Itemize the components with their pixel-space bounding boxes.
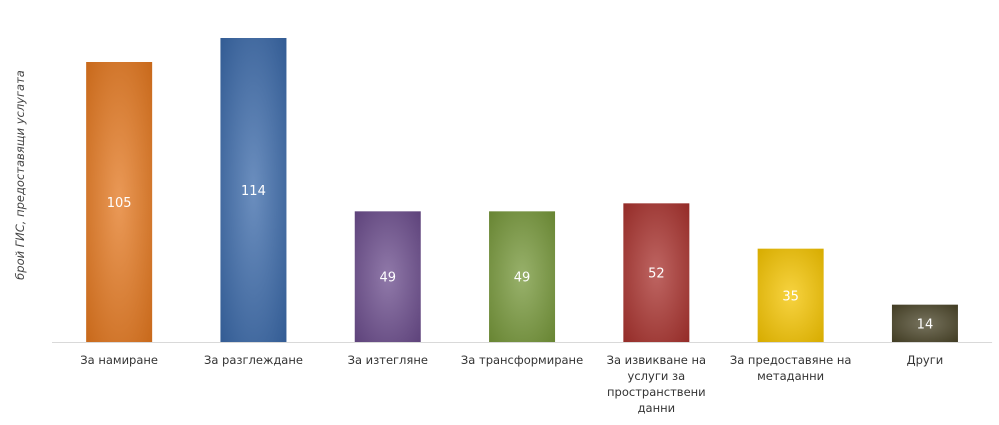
bar-1 <box>86 62 153 342</box>
data-label-3: 49 <box>379 271 396 286</box>
data-label-1: 105 <box>107 196 132 211</box>
bar-7 <box>891 304 958 342</box>
data-label-7: 14 <box>917 317 934 332</box>
bar-2 <box>220 38 287 342</box>
bar-4 <box>489 211 556 342</box>
x-tick-label-3: За изтегляне <box>347 353 428 367</box>
x-tick-label-7: Други <box>906 353 944 367</box>
x-tick-label-4: За трансформиране <box>460 353 584 367</box>
data-label-6: 35 <box>782 289 799 304</box>
x-tick-label-5: За извикване на услуги за пространствени… <box>606 353 707 415</box>
x-tick-label-6: За предоставяне на метаданни <box>729 353 852 383</box>
bar-5 <box>623 203 690 342</box>
bar-6 <box>757 248 824 342</box>
data-label-2: 114 <box>241 184 266 199</box>
bar-3 <box>354 211 421 342</box>
x-tick-label-1: За намиране <box>80 353 158 367</box>
data-label-5: 52 <box>648 267 665 282</box>
data-label-4: 49 <box>514 271 531 286</box>
x-tick-label-2: За разглеждане <box>203 353 303 367</box>
